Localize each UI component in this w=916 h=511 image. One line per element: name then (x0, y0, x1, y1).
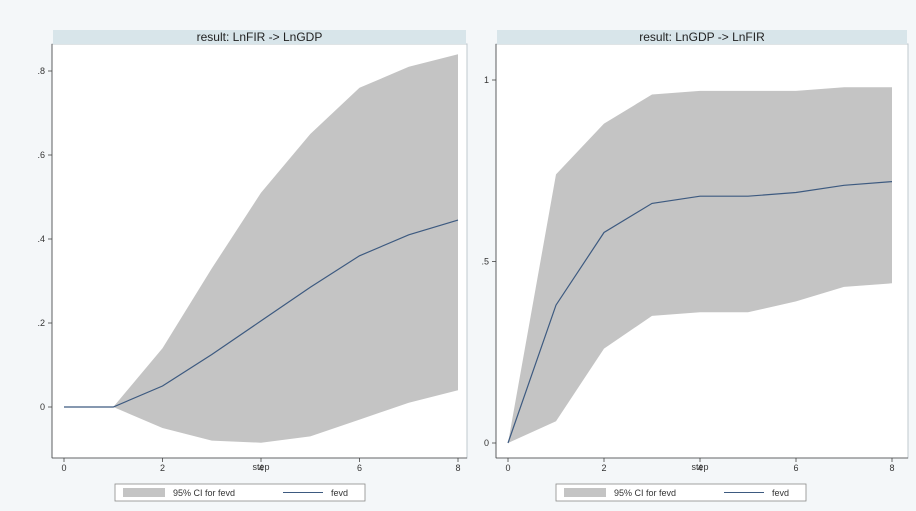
chart-title: result: LnGDP -> LnFIR (639, 30, 765, 44)
x-tick-label: 8 (455, 463, 460, 473)
legend-label-fevd: fevd (772, 488, 789, 498)
title-strip (497, 30, 907, 44)
x-tick-label: 4 (258, 463, 263, 473)
chart-panel-left: result: LnFIR -> LnGDP 0 .2 .4 .6 .8 0 2 4 6 8 step… (37, 30, 468, 502)
legend-label-ci: 95% CI for fevd (614, 488, 676, 498)
legend-swatch-ci (564, 488, 606, 497)
x-tick-label: 0 (505, 463, 510, 473)
x-tick-label: 2 (160, 463, 165, 473)
y-tick-label: 0 (40, 402, 45, 412)
chart-svg-right: result: LnGDP -> LnFIR 0 .5 1 0 2 4 6 8 step 95% C… (481, 30, 909, 502)
x-axis-title: step (691, 462, 708, 472)
x-tick-label: 4 (697, 463, 702, 473)
fevd-line (507, 181, 893, 444)
legend-box (555, 483, 807, 502)
y-tick-label: 0 (484, 438, 489, 448)
x-tick-label: 6 (357, 463, 362, 473)
x-tick-label: 6 (793, 463, 798, 473)
legend-label-fevd: fevd (331, 488, 348, 498)
title-strip (53, 30, 466, 44)
legend-swatch-ci (123, 488, 165, 497)
y-tick-label: 1 (484, 75, 489, 85)
legend-box (114, 483, 366, 502)
chart-title: result: LnFIR -> LnGDP (197, 30, 323, 44)
chart-panel-right: result: LnGDP -> LnFIR 0 .5 1 0 2 4 6 8 step 95% C… (466, 0, 916, 506)
legend-label-ci: 95% CI for fevd (173, 488, 235, 498)
y-tick-label: .4 (37, 234, 45, 244)
x-axis-title: step (252, 462, 269, 472)
x-tick-label: 0 (61, 463, 66, 473)
fevd-line (64, 219, 459, 408)
ci-band (508, 87, 892, 444)
y-tick-label: .8 (37, 66, 45, 76)
ci-band (64, 54, 458, 443)
y-tick-label: .2 (37, 318, 45, 328)
x-tick-label: 2 (601, 463, 606, 473)
x-tick-label: 8 (889, 463, 894, 473)
y-tick-label: .6 (37, 150, 45, 160)
chart-svg-left: result: LnFIR -> LnGDP 0 .2 .4 .6 .8 0 2 4 6 8 step… (37, 30, 468, 502)
y-tick-label: .5 (481, 257, 489, 267)
